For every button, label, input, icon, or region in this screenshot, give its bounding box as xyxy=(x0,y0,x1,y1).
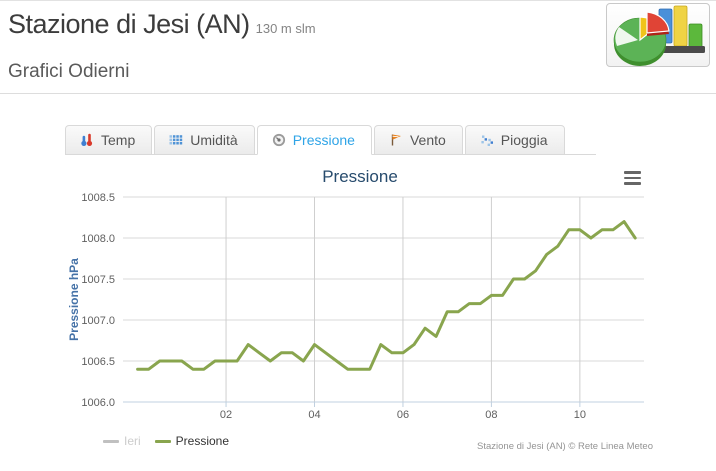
y-axis-title: Pressione hPa xyxy=(67,258,81,341)
tab-label: Temp xyxy=(101,132,136,148)
gauge-icon xyxy=(272,133,286,147)
page-title: Stazione di Jesi (AN) 130 m slm xyxy=(8,9,316,40)
svg-text:06: 06 xyxy=(397,409,409,421)
tab-vento[interactable]: Vento xyxy=(373,125,463,155)
tab-pressione[interactable]: Pressione xyxy=(256,125,372,155)
chart-title: Pressione xyxy=(322,167,398,186)
legend-item-ieri[interactable]: Ieri xyxy=(103,434,141,448)
tab-label: Pioggia xyxy=(500,132,548,148)
chart-legend: Ieri Pressione xyxy=(103,434,229,448)
legend-line-swatch xyxy=(154,439,171,443)
thermometer-icon xyxy=(80,133,94,147)
x-gridlines xyxy=(225,197,581,402)
pressure-chart: Pressione 1006.0 1006.5 1007.0 1007.5 1008.0… xyxy=(65,161,655,463)
station-name: Stazione di Jesi (AN) xyxy=(8,9,250,39)
legend-line-swatch xyxy=(103,439,119,443)
svg-text:1006.5: 1006.5 xyxy=(81,356,115,368)
y-gridlines xyxy=(123,196,644,403)
legend-item-pressione[interactable]: Pressione xyxy=(154,434,230,448)
tab-label: Vento xyxy=(409,132,446,148)
pressione-series-line xyxy=(136,220,637,371)
svg-text:08: 08 xyxy=(485,409,497,421)
site-logo[interactable] xyxy=(606,3,710,67)
x-tick-marks xyxy=(225,402,581,407)
tab-label: Pressione xyxy=(292,132,355,148)
plot-area: 1006.0 1006.5 1007.0 1007.5 1008.0 1008.5 02 04… xyxy=(67,192,644,421)
hamburger-menu-icon xyxy=(624,176,641,180)
hamburger-menu-icon xyxy=(624,182,641,185)
legend-label: Pressione xyxy=(175,434,230,448)
humidity-grid-icon xyxy=(169,133,183,147)
tab-temp[interactable]: Temp xyxy=(65,125,153,155)
svg-text:1007.5: 1007.5 xyxy=(81,274,115,286)
svg-text:1007.0: 1007.0 xyxy=(81,315,115,327)
svg-text:1006.0: 1006.0 xyxy=(81,397,115,409)
legend-label: Ieri xyxy=(124,434,141,448)
svg-text:02: 02 xyxy=(220,409,232,421)
hamburger-menu-icon xyxy=(624,171,641,174)
x-tick-labels: 02 04 06 08 10 xyxy=(220,409,586,421)
rain-drops-icon xyxy=(480,133,494,147)
tab-pioggia[interactable]: Pioggia xyxy=(464,125,565,155)
pie-and-bar-chart-logo-icon xyxy=(613,5,705,66)
tab-umidita[interactable]: Umidità xyxy=(154,125,255,155)
wind-flag-icon xyxy=(389,133,403,147)
chart-credits: Stazione di Jesi (AN) © Rete Linea Meteo xyxy=(477,441,653,452)
svg-text:1008.0: 1008.0 xyxy=(81,233,115,245)
header-divider xyxy=(0,93,716,94)
svg-text:1008.5: 1008.5 xyxy=(81,192,115,204)
y-tick-labels: 1006.0 1006.5 1007.0 1007.5 1008.0 1008.5 xyxy=(81,192,115,409)
chart-export-menu-button[interactable] xyxy=(622,169,643,187)
svg-text:04: 04 xyxy=(308,409,320,421)
svg-text:10: 10 xyxy=(574,409,586,421)
chart-tab-bar: Temp Umidità Pressione Vento Pioggia xyxy=(65,125,596,155)
tab-label: Umidità xyxy=(190,132,238,148)
section-title: Grafici Odierni xyxy=(8,61,130,82)
station-elevation: 130 m slm xyxy=(255,21,316,36)
